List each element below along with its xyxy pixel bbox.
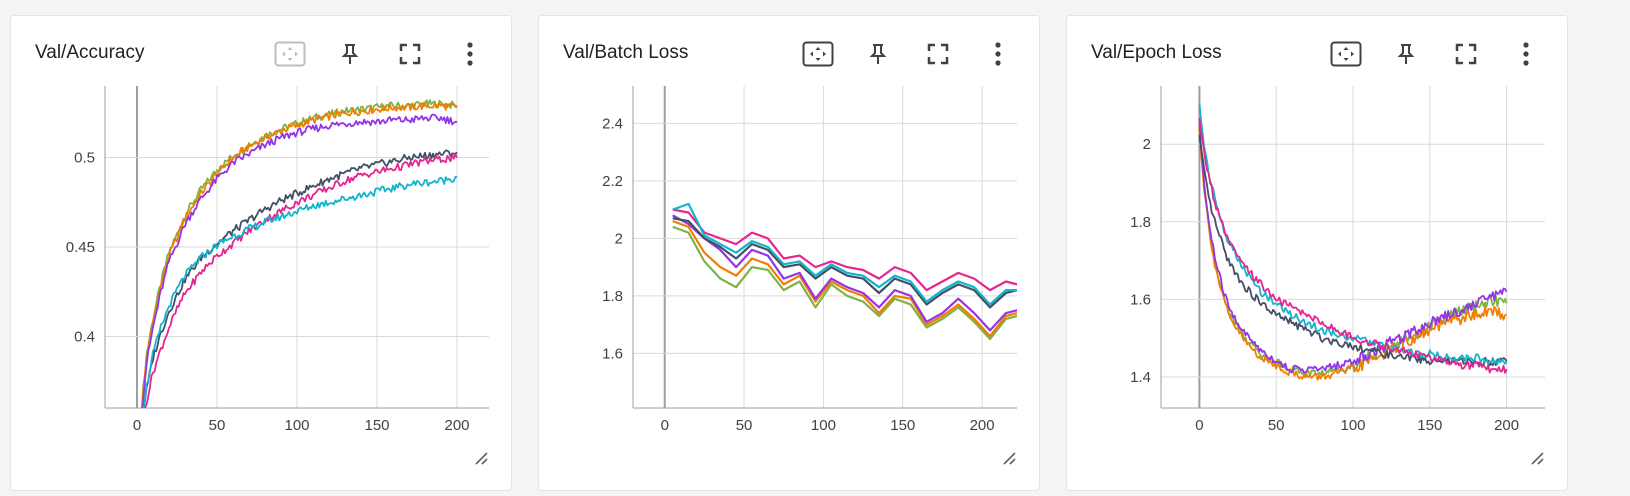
more-vert-icon [1523, 42, 1529, 66]
fit-domain-icon [802, 41, 834, 67]
series-line [1198, 103, 1508, 366]
chart-val-epoch-loss: 0 50 100 150 200 1.4 1.6 1.8 2 [1130, 86, 1545, 434]
y-tick-label: 2.2 [602, 173, 623, 190]
resize-handle-icon[interactable] [473, 450, 489, 466]
card-toolbar [1327, 36, 1545, 72]
x-tick-label: 150 [364, 417, 389, 434]
series-line [141, 113, 457, 408]
fit-domain-button[interactable] [799, 36, 837, 72]
pin-icon [1397, 44, 1415, 64]
series-line [672, 208, 1017, 292]
card-val-batch-loss: Val/Batch Loss [538, 15, 1040, 491]
x-tick-label: 200 [1494, 417, 1519, 434]
series-line [1198, 127, 1507, 381]
y-tick-label: 0.4 [74, 328, 95, 345]
resize-handle-icon[interactable] [1529, 450, 1545, 466]
x-tick-label: 0 [133, 417, 141, 434]
x-tick-label: 0 [1195, 417, 1203, 434]
fullscreen-icon [399, 43, 421, 65]
series-line [142, 149, 458, 408]
x-tick-label: 100 [1340, 417, 1365, 434]
fit-domain-button[interactable] [1327, 36, 1365, 72]
series-line [672, 220, 1017, 338]
series-line [141, 101, 458, 408]
pin-icon [869, 44, 887, 64]
more-options-button[interactable] [979, 36, 1017, 72]
x-tick-label: 200 [970, 417, 995, 434]
series-line [672, 202, 1017, 306]
chart-val-accuracy: 0 50 100 150 200 0.4 0.45 0.5 [66, 86, 489, 434]
series-line [140, 99, 458, 408]
series-line [672, 225, 1017, 341]
y-tick-label: 0.45 [66, 239, 95, 256]
y-tick-label: 1.6 [1130, 291, 1151, 308]
y-tick-label: 1.8 [602, 288, 623, 305]
card-toolbar [799, 36, 1017, 72]
series-line [1198, 121, 1508, 374]
more-options-button[interactable] [451, 36, 489, 72]
more-vert-icon [467, 42, 473, 66]
resize-handle-icon[interactable] [1001, 450, 1017, 466]
y-tick-label: 1.8 [1130, 214, 1151, 231]
fullscreen-icon [927, 43, 949, 65]
pin-button[interactable] [331, 36, 369, 72]
y-tick-label: 1.6 [602, 345, 623, 362]
y-tick-label: 2 [1143, 136, 1151, 153]
x-tick-label: 200 [444, 417, 469, 434]
series-line [142, 175, 458, 408]
series-line [143, 153, 458, 408]
fullscreen-icon [1455, 43, 1477, 65]
card-val-accuracy: Val/Accuracy [10, 15, 512, 491]
x-tick-label: 100 [811, 417, 836, 434]
fit-domain-icon [274, 41, 306, 67]
x-tick-label: 50 [209, 417, 226, 434]
fullscreen-button[interactable] [1447, 36, 1485, 72]
series-line [672, 214, 1017, 332]
y-tick-label: 2 [615, 230, 623, 247]
y-tick-label: 1.4 [1130, 369, 1151, 386]
fit-domain-button[interactable] [271, 36, 309, 72]
series-line [672, 217, 1017, 309]
fullscreen-button[interactable] [919, 36, 957, 72]
x-tick-label: 150 [1417, 417, 1442, 434]
card-val-epoch-loss: Val/Epoch Loss [1066, 15, 1568, 491]
card-title: Val/Accuracy [35, 42, 145, 63]
card-toolbar [271, 36, 489, 72]
pin-icon [341, 44, 359, 64]
x-tick-label: 50 [736, 417, 753, 434]
card-title: Val/Epoch Loss [1091, 42, 1222, 63]
x-tick-label: 100 [284, 417, 309, 434]
fullscreen-button[interactable] [391, 36, 429, 72]
series-line [1198, 117, 1508, 374]
pin-button[interactable] [1387, 36, 1425, 72]
y-tick-label: 0.5 [74, 150, 95, 167]
chart-val-batch-loss: 0 50 100 150 200 1.6 1.8 2 2.2 2.4 [602, 86, 1017, 434]
more-options-button[interactable] [1507, 36, 1545, 72]
x-tick-label: 50 [1268, 417, 1285, 434]
x-tick-label: 0 [661, 417, 669, 434]
y-tick-label: 2.4 [602, 115, 623, 132]
pin-button[interactable] [859, 36, 897, 72]
more-vert-icon [995, 42, 1001, 66]
card-title: Val/Batch Loss [563, 42, 689, 63]
x-tick-label: 150 [890, 417, 915, 434]
fit-domain-icon [1330, 41, 1362, 67]
